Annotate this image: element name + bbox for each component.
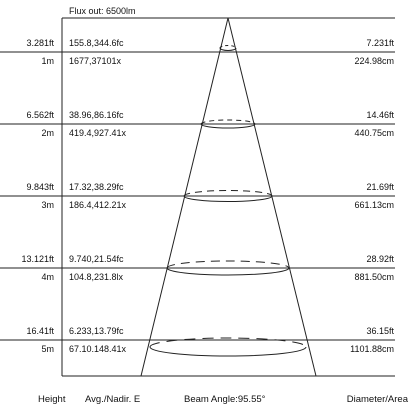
beam-ellipse-5 bbox=[149, 337, 307, 357]
footer-beam-angle-label: Beam Angle:95.55° bbox=[184, 394, 266, 405]
avg-fc-5: 6.233,13.79fc bbox=[69, 326, 124, 336]
height-ft-3: 9.843ft bbox=[26, 182, 54, 192]
diameter-cm-4: 881.50cm bbox=[354, 272, 394, 282]
avg-lx-4: 104.8,231.8lx bbox=[69, 272, 124, 282]
diameter-ft-3: 21.69ft bbox=[366, 182, 394, 192]
diameter-ft-5: 36.15ft bbox=[366, 326, 394, 336]
footer-height-label: Height bbox=[38, 394, 66, 405]
footer-avg-label: Avg./Nadir. E bbox=[85, 394, 141, 405]
height-m-4: 4m bbox=[41, 272, 54, 282]
footer-diameter-label: Diameter/Area bbox=[346, 394, 408, 405]
diameter-cm-1: 224.98cm bbox=[354, 56, 394, 66]
height-m-5: 5m bbox=[41, 344, 54, 354]
beam-ellipse-2 bbox=[200, 119, 256, 129]
beam-ellipse-3 bbox=[183, 190, 273, 202]
diameter-cm-5: 1101.88cm bbox=[350, 344, 394, 354]
avg-fc-2: 38.96,86.16fc bbox=[69, 110, 124, 120]
height-ft-2: 6.562ft bbox=[26, 110, 54, 120]
avg-lx-1: 1677,37101x bbox=[69, 56, 122, 66]
height-ft-1: 3.281ft bbox=[26, 38, 54, 48]
diameter-cm-3: 661.13cm bbox=[354, 200, 394, 210]
avg-lx-2: 419.4,927.41x bbox=[69, 128, 127, 138]
height-m-2: 2m bbox=[41, 128, 54, 138]
height-m-3: 3m bbox=[41, 200, 54, 210]
height-ft-4: 13.121ft bbox=[21, 254, 54, 264]
height-ft-5: 16.41ft bbox=[26, 326, 54, 336]
avg-fc-1: 155.8,344.6fc bbox=[69, 38, 124, 48]
avg-lx-5: 67.10.148.41x bbox=[69, 344, 127, 354]
height-m-1: 1m bbox=[41, 56, 54, 66]
avg-fc-3: 17.32,38.29fc bbox=[69, 182, 124, 192]
diameter-cm-2: 440.75cm bbox=[354, 128, 394, 138]
diameter-ft-1: 7.231ft bbox=[366, 38, 394, 48]
avg-lx-3: 186.4,412.21x bbox=[69, 200, 127, 210]
avg-fc-4: 9.740,21.54fc bbox=[69, 254, 124, 264]
beam-ellipse-1 bbox=[219, 45, 237, 51]
diameter-ft-2: 14.46ft bbox=[366, 110, 394, 120]
beam-ellipse-4 bbox=[166, 260, 290, 276]
diameter-ft-4: 28.92ft bbox=[366, 254, 394, 264]
flux-out-label: Flux out: 6500lm bbox=[69, 6, 136, 16]
